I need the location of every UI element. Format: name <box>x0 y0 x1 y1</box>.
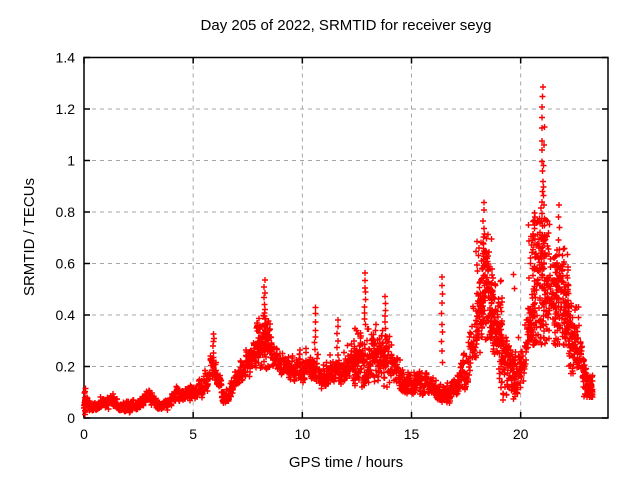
tick-labels: 0 5 10 15 20 0 0.2 0.4 0.6 0.8 1 1.2 1.4 <box>56 50 529 443</box>
y-tick-label: 1 <box>67 153 75 169</box>
axes <box>83 56 609 419</box>
y-tick-label: 0.2 <box>56 359 76 375</box>
y-tick-label: 1.4 <box>56 50 76 66</box>
y-tick-label: 1.2 <box>56 101 76 117</box>
x-tick-label: 15 <box>404 426 420 442</box>
y-tick-label: 0.6 <box>56 256 76 272</box>
x-tick-label: 10 <box>295 426 311 442</box>
chart-title: Day 205 of 2022, SRMTID for receiver sey… <box>200 17 492 34</box>
plot-border <box>83 56 609 419</box>
y-tick-label: 0.4 <box>56 307 76 323</box>
scatter-points <box>81 84 596 418</box>
x-tick-label: 0 <box>80 426 88 442</box>
x-axis-label: GPS time / hours <box>288 454 404 471</box>
x-tick-label: 5 <box>189 426 197 442</box>
y-tick-label: 0.8 <box>56 204 76 220</box>
y-tick-label: 0 <box>67 410 75 426</box>
y-axis-label: SRMTID / TECUs <box>21 177 38 297</box>
x-tick-label: 20 <box>513 426 529 442</box>
